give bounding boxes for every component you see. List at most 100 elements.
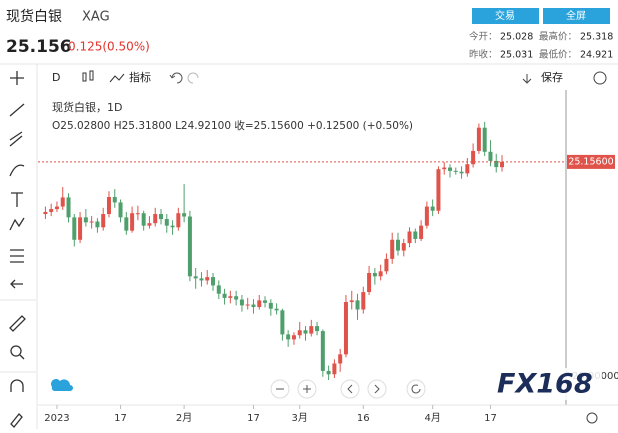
interval[interactable]: D [52, 71, 60, 84]
candle-body [118, 202, 123, 218]
candle-body [135, 213, 140, 215]
candle-body [106, 197, 111, 215]
candle-body [228, 296, 233, 298]
candle-body [384, 258, 389, 272]
candle-body [112, 197, 117, 203]
candle-body [280, 310, 285, 335]
instrument-name: 现货白银 [6, 8, 62, 25]
candle-body [251, 304, 256, 308]
candle-body [54, 206, 59, 210]
candle-body [234, 296, 239, 300]
undo-icon[interactable] [169, 72, 183, 84]
candle-body [378, 271, 383, 277]
stat-value: 25.031 [500, 50, 533, 61]
zoom-controls[interactable] [270, 379, 426, 399]
price-label-box [567, 154, 615, 169]
settings-icon[interactable] [593, 71, 607, 85]
candle-body [407, 231, 412, 244]
save[interactable]: 保存 [541, 70, 563, 84]
candle-body [430, 206, 435, 211]
trade-button[interactable] [472, 8, 539, 24]
x-tick-label: 17 [484, 413, 497, 424]
candle-body [349, 300, 354, 303]
candle-body [436, 169, 441, 211]
plot: 20.000002023172月173月164月1725.15600 [38, 121, 618, 424]
candle-body [89, 221, 94, 223]
x-tick-label: 16 [357, 413, 370, 424]
candle-body [182, 213, 187, 217]
symbol: XAG [82, 10, 110, 25]
candle-body [401, 243, 406, 251]
ohlc-open: O25.02800 [52, 120, 110, 132]
stat-value: 25.318 [580, 32, 613, 43]
candle-body [216, 285, 221, 294]
legend-ohlc: O25.02800 H25.31800 L24.92100 收=25.15600… [52, 119, 413, 132]
stat-label: 今开： [469, 31, 498, 43]
x-tick-label: 2023 [44, 413, 69, 424]
candle-body [257, 300, 262, 308]
candle-body [147, 223, 152, 226]
candle-body [193, 276, 198, 279]
redo-icon[interactable] [187, 72, 199, 84]
candle-body [315, 326, 320, 332]
candle-body [263, 300, 268, 303]
indicators[interactable]: 指标 [129, 70, 151, 84]
candle-body [395, 239, 400, 251]
candle-body [291, 335, 296, 340]
x-tick-label: 4月 [424, 412, 440, 424]
candle-body [130, 213, 135, 231]
candle-body [303, 330, 308, 334]
trade-button-label[interactable]: 交易 [495, 9, 515, 22]
x-tick-label: 17 [114, 413, 127, 424]
fullscreen-button[interactable] [543, 8, 610, 24]
candle-body [101, 214, 106, 228]
candle-body [274, 308, 279, 311]
logo-backdrop [494, 368, 602, 400]
logo: FX168 [497, 369, 593, 400]
candle-body [170, 225, 175, 228]
price-label: 25.15600 [568, 156, 613, 167]
candle-body [268, 302, 273, 309]
candle-body [448, 167, 452, 171]
candle-body [320, 331, 325, 371]
settings-icon[interactable] [586, 412, 598, 424]
candle-body [164, 219, 169, 226]
candle-body [222, 293, 227, 298]
candle-body [482, 127, 487, 152]
candle-body [338, 354, 343, 364]
ohlc-low: L24.92100 [175, 120, 231, 132]
candle-body [355, 300, 360, 310]
candle-body [141, 213, 146, 226]
candle-body [471, 150, 476, 165]
candle-body [494, 160, 499, 168]
save-icon[interactable] [522, 74, 532, 84]
stat-label: 最高价： [539, 31, 577, 43]
stat-value: 25.028 [500, 32, 533, 43]
candle-body [453, 170, 458, 172]
candle-body [465, 164, 470, 174]
stat-value: 24.921 [580, 50, 613, 61]
indicator-icon[interactable] [109, 73, 125, 83]
price: 25.156 [6, 37, 72, 57]
candle-body [488, 151, 493, 161]
candle-body [500, 161, 505, 168]
ohlc-close: 收=25.15600 [234, 119, 303, 132]
x-tick-label: 17 [247, 413, 260, 424]
cloud-icon[interactable] [51, 379, 73, 392]
candle-body [159, 214, 163, 220]
candle-body [83, 217, 88, 223]
candle-body [367, 272, 372, 293]
candle-body [153, 214, 158, 224]
drawing-tools[interactable] [9, 71, 26, 428]
fullscreen-button-label[interactable]: 全屏 [566, 9, 586, 22]
candle-body [60, 197, 65, 207]
candle-body [95, 221, 100, 228]
candle-body [239, 299, 244, 306]
candle-body [205, 277, 210, 281]
candle-body [309, 326, 314, 334]
candle-icon[interactable] [82, 70, 94, 82]
candle-body [72, 217, 77, 240]
candle-body [424, 206, 429, 226]
candle-body [442, 167, 447, 170]
